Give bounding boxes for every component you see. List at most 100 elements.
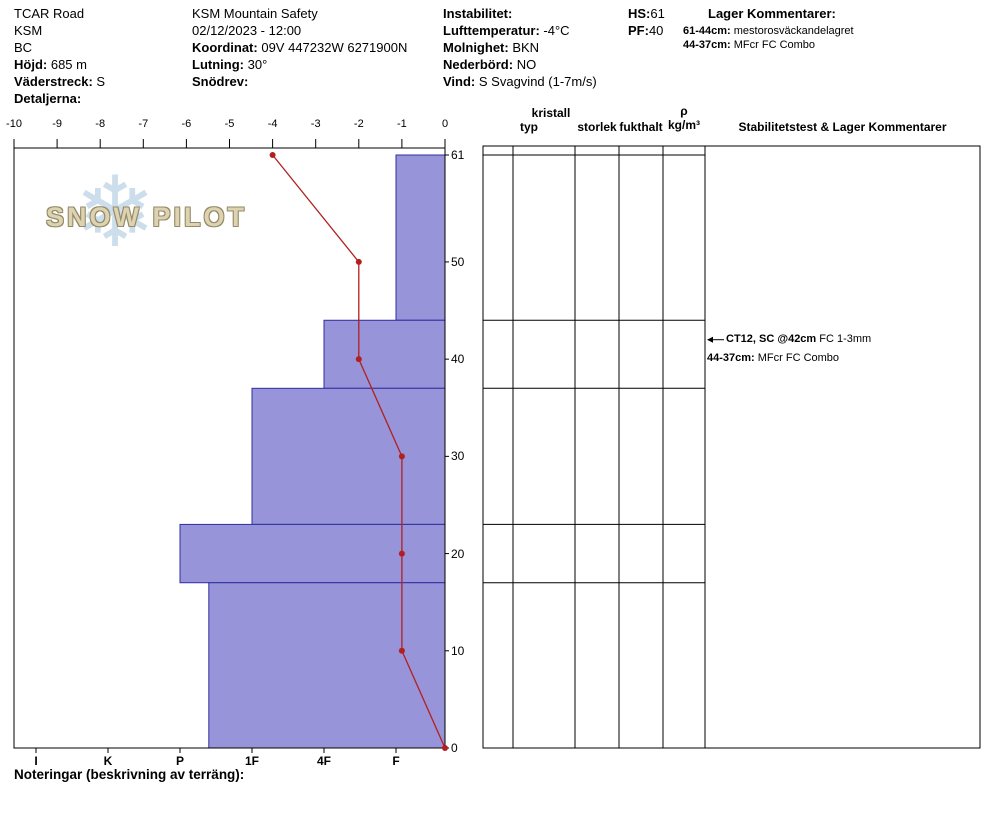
layer-comment-line: 44-37cm: MFcr FC Combo xyxy=(683,38,815,53)
hardness-axis-tick-label: I xyxy=(34,754,38,768)
annotation-arrowhead xyxy=(707,336,713,343)
hardness-axis-tick-label: 4F xyxy=(316,754,331,768)
instability-label: Instabilitet: xyxy=(443,6,513,21)
depth-axis-tick-label: 40 xyxy=(451,352,465,367)
layer-comment-line: 61-44cm: mestorosväckandelagret xyxy=(683,24,854,39)
density-symbol-header: ρ xyxy=(680,104,688,118)
snowpilot-logo-text: SNOW PILOT xyxy=(46,202,247,232)
snow-height-value: 61 xyxy=(650,6,665,21)
site-region: BC xyxy=(14,40,33,55)
cloud-cover-line: Molnighet: BKN xyxy=(443,39,539,56)
layer-comment-text: MFcr FC Combo xyxy=(730,39,816,51)
depth-axis-tick-label: 30 xyxy=(451,449,465,464)
temperature-point xyxy=(355,356,362,363)
layer-table-border xyxy=(482,145,981,749)
temp-axis-tick-label: -10 xyxy=(6,118,22,130)
layer-bar-4F xyxy=(323,319,446,389)
aspect-value: S xyxy=(96,74,106,89)
coordinate-label: Koordinat: xyxy=(192,40,258,55)
temp-axis-tick-label: -8 xyxy=(95,118,106,130)
stability-annotation-bold: CT12, SC @42cm xyxy=(726,332,817,345)
density-unit-header: kg/m³ xyxy=(667,118,700,132)
grain-type-header: typ xyxy=(520,120,538,134)
aspect-label: Väderstreck: xyxy=(14,74,93,89)
slope-line: Lutning: 30° xyxy=(192,56,267,73)
layer-comment-text: mestorosväckandelagret xyxy=(730,25,854,37)
details-line: Detaljerna: xyxy=(14,90,81,107)
crystal-header: kristall xyxy=(531,106,571,120)
slope-value: 30° xyxy=(247,57,268,72)
wind-line: Vind: S Svagvind (1-7m/s) xyxy=(443,73,597,90)
coordinate-value: 09V 447232W 6271900N xyxy=(261,40,408,55)
stability-annotation-bold: 44-37cm: xyxy=(707,352,755,365)
hardness-axis-tick-label: F xyxy=(392,754,400,768)
stability-annotation: 44-37cm: MFcr FC Combo xyxy=(707,351,839,366)
snow-height-line: HS:61 xyxy=(628,5,665,22)
depth-axis-tick-label: 61 xyxy=(451,148,465,162)
elevation-value: 685 m xyxy=(50,57,87,72)
temperature-point xyxy=(398,647,405,654)
temp-axis-tick-label: -1 xyxy=(397,118,407,130)
snowflake-icon: ❄ xyxy=(74,157,157,267)
air-temp-line: Lufttemperatur: -4°C xyxy=(443,22,570,39)
organization: KSM Mountain Safety xyxy=(192,6,318,21)
stability-annotation-text: FC 1-3mm xyxy=(816,332,872,345)
depth-axis-tick-label: 50 xyxy=(451,254,465,269)
temp-axis-tick-label: -5 xyxy=(224,118,235,130)
stability-annotation-text: MFcr FC Combo xyxy=(754,352,840,365)
temperature-point xyxy=(355,258,362,265)
wind-value: S Svagvind (1-7m/s) xyxy=(478,74,597,89)
pit-depth-line: PF:40 xyxy=(628,22,663,39)
notes-label: Noteringar (beskrivning av terräng): xyxy=(14,767,245,782)
temp-axis-tick-label: -4 xyxy=(267,118,278,130)
temp-axis-tick-label: -3 xyxy=(310,118,321,130)
hardness-axis-tick-label: P xyxy=(175,754,184,768)
depth-axis-tick-label: 20 xyxy=(451,546,465,561)
drifting-snow-label: Snödrev: xyxy=(192,74,249,89)
aspect-line: Väderstreck: S xyxy=(14,73,105,90)
wind-label: Vind: xyxy=(443,74,476,89)
snow-height-label: HS: xyxy=(628,6,651,21)
layer-bar-1F xyxy=(251,387,446,525)
hardness-axis-tick-label: K xyxy=(103,754,113,768)
datetime: 02/12/2023 - 12:00 xyxy=(192,23,302,38)
drifting-snow-line: Snödrev: xyxy=(192,73,248,90)
temp-axis-tick-label: -7 xyxy=(138,118,149,130)
precipitation-label: Nederbörd: xyxy=(443,57,514,72)
slope-label: Lutning: xyxy=(192,57,244,72)
instability-line: Instabilitet: xyxy=(443,5,512,22)
air-temp-value: -4°C xyxy=(543,23,570,38)
elevation-line: Höjd: 685 m xyxy=(14,56,87,73)
cloud-cover-value: BKN xyxy=(512,40,540,55)
precipitation-value: NO xyxy=(516,57,537,72)
depth-axis-tick-label: 0 xyxy=(451,741,458,755)
site-name: TCAR Road xyxy=(14,6,85,21)
elevation-label: Höjd: xyxy=(14,57,48,72)
site-area: KSM xyxy=(14,23,43,38)
temperature-point xyxy=(442,745,448,751)
pit-depth-value: 40 xyxy=(648,23,664,38)
cloud-cover-label: Molnighet: xyxy=(443,40,509,55)
hardness-axis-tick-label: 1F xyxy=(244,754,259,768)
layer-comment-range: 61-44cm: xyxy=(683,25,731,37)
layer-bar-F xyxy=(395,154,446,321)
precipitation-line: Nederbörd: NO xyxy=(443,56,536,73)
stability-annotation: CT12, SC @42cm FC 1-3mm xyxy=(726,332,871,347)
temp-axis-tick-label: 0 xyxy=(441,118,449,130)
details-label: Detaljerna: xyxy=(14,91,82,106)
coordinate-line: Koordinat: 09V 447232W 6271900N xyxy=(192,39,407,56)
temp-axis-tick-label: -9 xyxy=(52,118,62,130)
grain-size-header: storlek xyxy=(577,120,617,134)
depth-axis-tick-label: 10 xyxy=(451,643,465,658)
stability-comments-header: Stabilitetstest & Lager Kommentarer xyxy=(738,120,947,134)
layer-bar-P- xyxy=(208,582,446,749)
air-temp-label: Lufttemperatur: xyxy=(443,23,540,38)
temperature-point xyxy=(398,550,405,557)
temp-axis-tick-label: -6 xyxy=(181,118,192,130)
moisture-header: fukthalt xyxy=(619,120,663,134)
layer-comments-title: Lager Kommentarer: xyxy=(708,6,836,21)
pit-depth-label: PF: xyxy=(628,23,649,38)
